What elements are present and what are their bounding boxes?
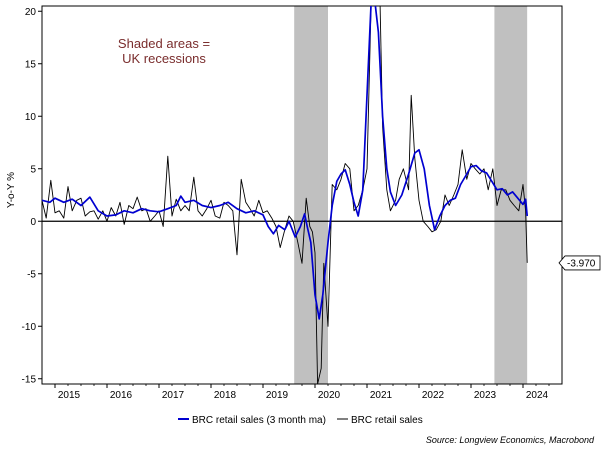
legend-label-3m-ma: BRC retail sales (3 month ma) xyxy=(192,415,326,426)
y-tick-label: 5 xyxy=(30,164,36,175)
x-tick-label: 2024 xyxy=(526,390,549,401)
y-axis-label: Y-o-Y % xyxy=(6,172,17,208)
y-tick-label: 10 xyxy=(25,112,37,123)
recession-band-2 xyxy=(494,6,528,384)
annotation-line-1: Shaded areas = xyxy=(118,36,210,51)
y-tick-label: 0 xyxy=(30,217,36,228)
x-tick-label: 2023 xyxy=(474,390,497,401)
last-value-callout: -3.970 xyxy=(558,255,601,271)
x-tick-label: 2021 xyxy=(370,390,393,401)
y-tick-label: -5 xyxy=(27,269,36,280)
x-tick-label: 2017 xyxy=(162,390,185,401)
y-tick-label: -10 xyxy=(22,322,37,333)
recession-shading-layer xyxy=(294,6,528,384)
y-tick-label: 20 xyxy=(25,7,37,18)
axes-layer: -15 -10 -5 0 5 10 15 20 2015 2016 2017 2018 2019 2020… xyxy=(22,5,563,401)
x-tick-label: 2022 xyxy=(422,390,445,401)
series-line-retail-sales xyxy=(42,6,528,384)
x-tick-label: 2019 xyxy=(266,390,289,401)
callout-box xyxy=(558,255,601,271)
legend: BRC retail sales (3 month ma) BRC retail… xyxy=(178,415,423,426)
callout-value: -3.970 xyxy=(567,258,596,269)
x-tick-label: 2018 xyxy=(214,390,237,401)
y-tick-label: 15 xyxy=(25,59,37,70)
legend-label-retail-sales: BRC retail sales xyxy=(351,415,423,426)
source-note: Source: Longview Economics, Macrobond xyxy=(426,435,595,445)
annotation-line-2: UK recessions xyxy=(122,51,206,66)
recession-band-1 xyxy=(294,6,328,384)
y-tick-label: -15 xyxy=(22,374,37,385)
series-line-3m-ma xyxy=(42,6,529,320)
x-tick-label: 2020 xyxy=(318,390,341,401)
x-tick-label: 2016 xyxy=(110,390,133,401)
series-layer xyxy=(42,6,529,384)
x-tick-label: 2015 xyxy=(58,390,81,401)
